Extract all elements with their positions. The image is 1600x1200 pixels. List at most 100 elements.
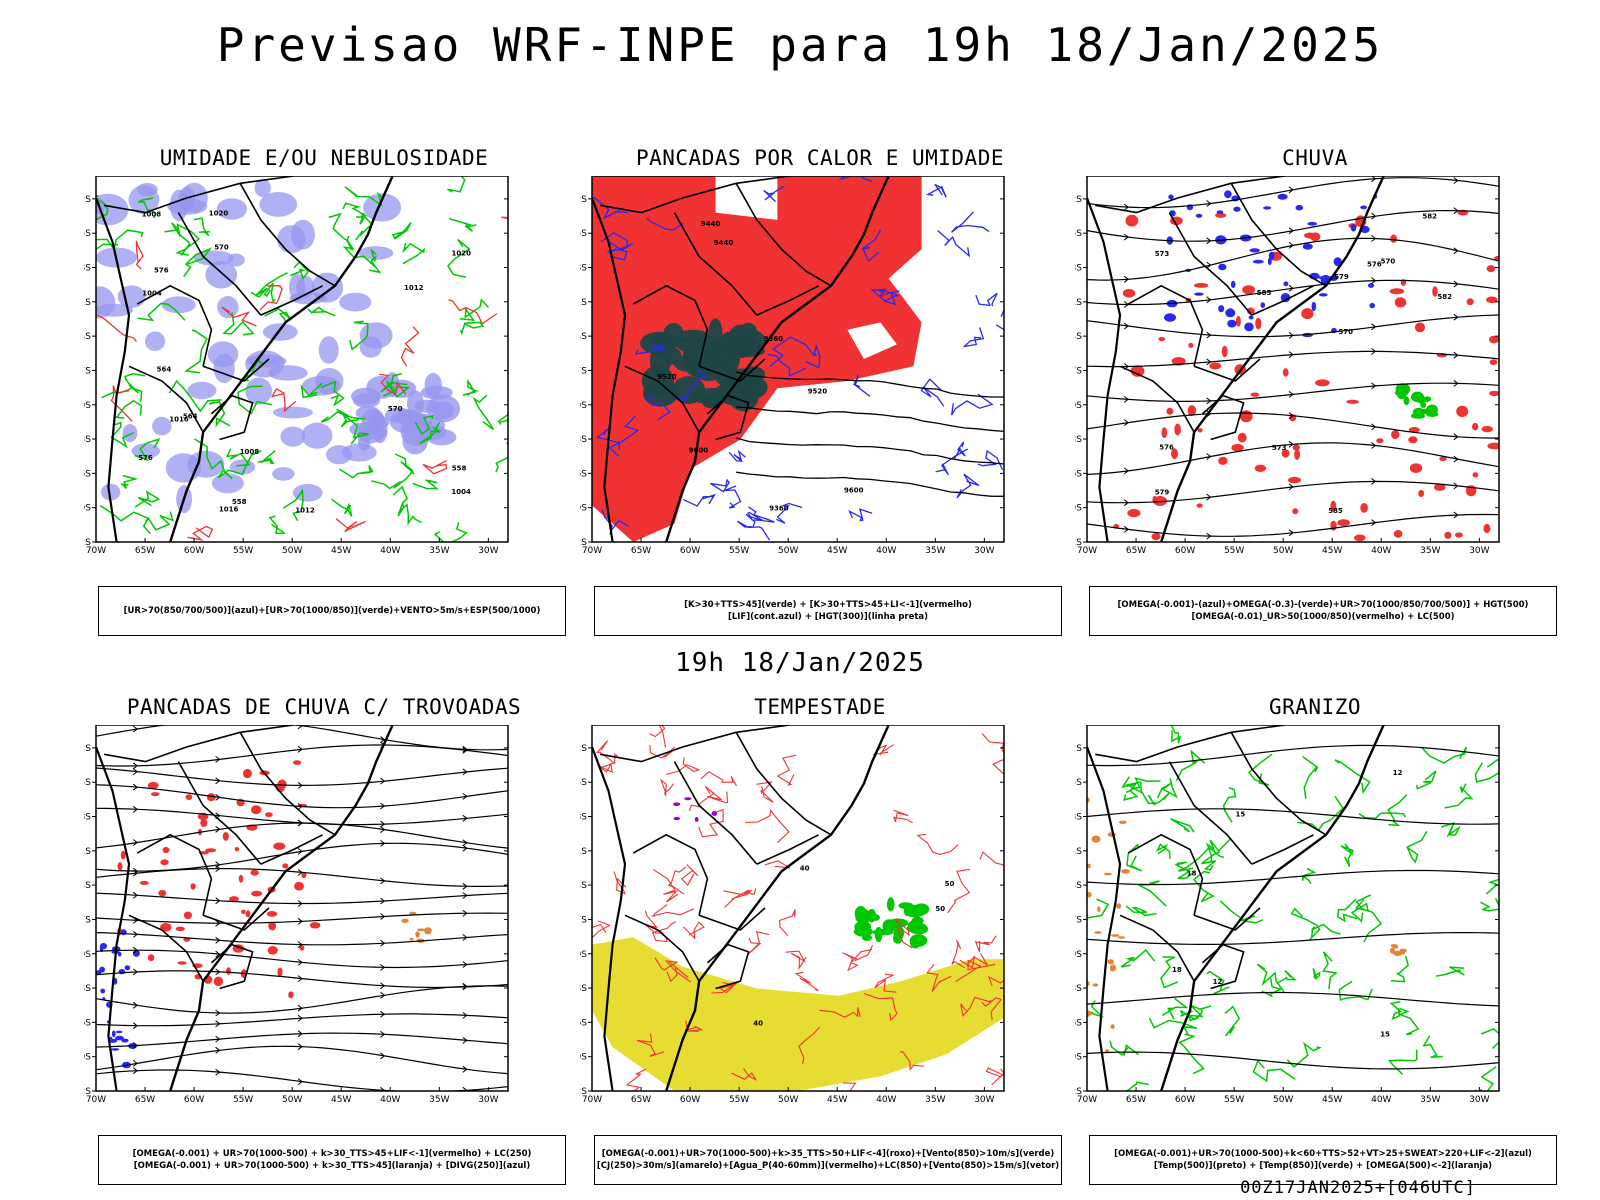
contour-line xyxy=(1125,1081,1149,1091)
lat-label: 12S xyxy=(84,744,91,754)
contour-line xyxy=(221,306,257,327)
contour-line xyxy=(707,789,729,804)
contour-line xyxy=(414,414,434,435)
lon-label: 70W xyxy=(1077,1095,1097,1105)
contour-label: 570 xyxy=(388,405,403,413)
flow-arrow xyxy=(380,777,386,785)
map-plot: 40 40 50 50 12S 15S 18S 21S 24S 27S 30S 33S 36S 39S 42… xyxy=(580,725,1005,1105)
field-blob xyxy=(124,965,131,971)
legend-line: [OMEGA(-0.001)+UR>70(1000-500)+k>35_TTS>… xyxy=(601,1149,1055,1159)
contour-label: 9360 xyxy=(769,504,789,512)
contour-label: 573 xyxy=(1155,250,1170,258)
field-blob xyxy=(1393,950,1403,957)
contour-line xyxy=(187,525,214,541)
contour-label: 579 xyxy=(1155,489,1170,497)
contour-line xyxy=(1201,851,1221,871)
contour-line xyxy=(893,809,913,824)
field-blob xyxy=(117,951,122,957)
panel-legend: [OMEGA(-0.001) + UR>70(1000-500) + k>30_… xyxy=(98,1135,566,1185)
field-blob xyxy=(1250,392,1260,397)
flow-arrow xyxy=(215,950,221,958)
east-coastline xyxy=(1160,176,1385,542)
contour-line xyxy=(96,313,137,342)
lat-label: 24S xyxy=(580,332,587,342)
panel-legend: [K>30+TTS>45](verde) + [K>30+TTS>45+LI<-… xyxy=(594,586,1062,636)
field-blob xyxy=(1487,442,1499,450)
panel-title: GRANIZO xyxy=(1268,695,1361,719)
contour-line xyxy=(666,961,689,983)
height-contour xyxy=(736,437,1004,465)
field-blob xyxy=(1456,405,1469,418)
border-line xyxy=(632,833,709,916)
field-blob xyxy=(1282,368,1289,377)
flow-arrow xyxy=(1371,478,1377,485)
streamline xyxy=(96,807,508,826)
lon-label: 70W xyxy=(86,1095,106,1105)
field-blob xyxy=(1109,964,1117,972)
field-blob xyxy=(1434,483,1446,491)
border-line xyxy=(1095,176,1285,214)
map-plot: 12 12 15 15 18 18 12S 15S 18S 21S 24S 27S 30S 33S 36S 3… xyxy=(1075,725,1500,1105)
contour-line xyxy=(96,229,144,252)
flow-arrow xyxy=(1453,433,1459,441)
contour-line xyxy=(497,413,508,426)
field-blob xyxy=(145,331,166,351)
panel-umidade: UMIDADE E/OU NEBULOSIDADE 1012 1012 1008 100… xyxy=(84,146,566,636)
flow-arrow xyxy=(1123,275,1130,283)
contour-line xyxy=(114,399,143,419)
flow-arrow xyxy=(380,991,386,999)
contour-line xyxy=(183,247,213,278)
lon-label: 50W xyxy=(282,546,302,556)
field-blob xyxy=(1403,396,1410,406)
lat-label: 39S xyxy=(1075,504,1082,514)
contour-line xyxy=(652,921,677,943)
flow-arrow xyxy=(215,1020,221,1028)
map-fields: 585 585 582 582 579 579 576 576 573 573 570 570 xyxy=(1087,176,1499,542)
field-blob xyxy=(1218,263,1227,271)
field-blob xyxy=(1227,319,1237,328)
contour-line xyxy=(263,282,277,303)
border-line xyxy=(136,833,213,916)
streamline xyxy=(1087,869,1499,886)
flow-arrow xyxy=(462,892,468,899)
field-blob xyxy=(1489,359,1498,366)
contour-line xyxy=(779,909,796,936)
field-blob xyxy=(1390,234,1397,243)
lat-label: 15S xyxy=(1075,778,1082,788)
field-blob xyxy=(854,921,872,933)
field-blob xyxy=(1110,1024,1115,1029)
flow-arrow xyxy=(215,794,221,801)
flow-arrow xyxy=(215,936,221,944)
field-blob xyxy=(1330,500,1337,512)
contour-label: 582 xyxy=(1437,293,1452,301)
contour-line xyxy=(962,327,985,348)
flow-arrow xyxy=(1453,207,1459,215)
flow-arrow xyxy=(462,793,468,800)
field-blob xyxy=(1333,257,1342,267)
contour-line xyxy=(328,212,354,252)
border-line xyxy=(673,761,758,865)
lat-label: 30S xyxy=(84,401,91,411)
lon-label: 55W xyxy=(233,546,253,556)
field-blob xyxy=(1249,248,1260,253)
streamline xyxy=(96,725,508,751)
panel-title: UMIDADE E/OU NEBULOSIDADE xyxy=(159,146,489,170)
field-blob xyxy=(1399,948,1407,953)
field-blob xyxy=(1116,903,1122,909)
border-line xyxy=(1230,182,1327,287)
contour-line xyxy=(168,379,222,413)
contour-label: 564 xyxy=(183,412,198,420)
contour-line xyxy=(120,474,139,489)
flow-arrow xyxy=(1123,499,1130,507)
plot-frame xyxy=(591,176,1005,543)
lat-label: 24S xyxy=(580,881,587,891)
field-blob xyxy=(1216,210,1224,214)
height-contour xyxy=(736,371,1004,398)
field-blob xyxy=(100,483,121,501)
contour-line xyxy=(462,378,479,396)
legend-line: [LIF](cont.azul) + [HGT(300)](linha pret… xyxy=(727,612,929,622)
contour-label: 50 xyxy=(945,880,955,888)
streamline xyxy=(96,1032,508,1048)
contour-label: 40 xyxy=(800,865,810,873)
border-line xyxy=(1201,394,1245,441)
